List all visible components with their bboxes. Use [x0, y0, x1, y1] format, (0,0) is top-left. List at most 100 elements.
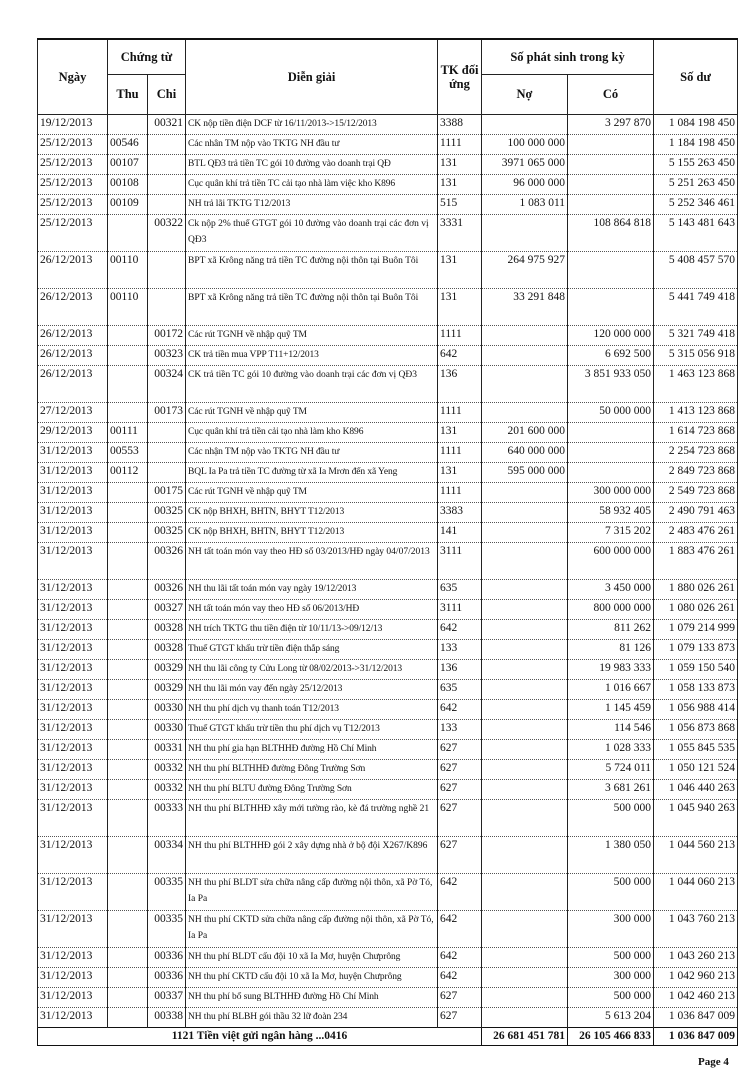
- credit-cell: 19 983 333: [567, 659, 655, 680]
- balance-cell: 1 084 198 450: [653, 114, 739, 135]
- table-row: 31/12/2013 00338 NH thu phí BLBH gói thầu …: [37, 1007, 739, 1028]
- debit-cell: 201 600 000: [481, 422, 569, 443]
- payment-voucher-cell: 00332: [146, 759, 187, 780]
- receipt-voucher-cell: [107, 325, 148, 346]
- date-cell: 27/12/2013: [37, 402, 108, 423]
- header-account: TK đối ứng: [437, 38, 483, 115]
- receipt-voucher-cell: [107, 947, 148, 968]
- credit-cell: 3 681 261: [567, 779, 655, 800]
- date-cell: 25/12/2013: [37, 174, 108, 195]
- credit-cell: [567, 154, 655, 175]
- balance-cell: 5 252 346 461: [653, 194, 739, 215]
- debit-cell: 3971 065 000: [481, 154, 569, 175]
- description-cell: NH thu phí BLTHHĐ đường Đông Trường Sơn: [185, 759, 439, 780]
- date-cell: 26/12/2013: [37, 345, 108, 366]
- date-cell: 31/12/2013: [37, 639, 108, 660]
- account-cell: 642: [437, 345, 483, 366]
- table-row: 31/12/2013 00333 NH thu phí BLTHHĐ xây mới…: [37, 799, 739, 837]
- balance-cell: 2 483 476 261: [653, 522, 739, 543]
- credit-cell: 3 851 933 050: [567, 365, 655, 403]
- receipt-voucher-cell: 00111: [107, 422, 148, 443]
- description-cell: NH trích TKTG thu tiền điện từ 10/11/13-…: [185, 619, 439, 640]
- credit-cell: 1 380 050: [567, 836, 655, 874]
- payment-voucher-cell: 00335: [146, 910, 187, 948]
- receipt-voucher-cell: [107, 214, 148, 252]
- date-cell: 26/12/2013: [37, 325, 108, 346]
- table-row: 25/12/2013 00109 NH trả lãi TKTG T12/2013 5…: [37, 194, 739, 215]
- account-cell: 3383: [437, 502, 483, 523]
- account-cell: 1111: [437, 402, 483, 423]
- balance-cell: 5 441 749 418: [653, 288, 739, 326]
- payment-voucher-cell: 00328: [146, 639, 187, 660]
- date-cell: 31/12/2013: [37, 442, 108, 463]
- description-cell: NH thu phí BLDT sửa chữa nâng cấp đường …: [185, 873, 439, 911]
- credit-cell: 108 864 818: [567, 214, 655, 252]
- credit-cell: 500 000: [567, 873, 655, 911]
- account-cell: 627: [437, 779, 483, 800]
- balance-cell: 1 044 060 213: [653, 873, 739, 911]
- date-cell: 31/12/2013: [37, 482, 108, 503]
- credit-cell: 300 000 000: [567, 482, 655, 503]
- balance-cell: 1 880 026 261: [653, 579, 739, 600]
- table-row: 31/12/2013 00327 NH tất toán món vay theo …: [37, 599, 739, 620]
- debit-cell: 264 975 927: [481, 251, 569, 289]
- description-cell: NH thu lãi công ty Cửu Long từ 08/02/201…: [185, 659, 439, 680]
- balance-cell: 1 059 150 540: [653, 659, 739, 680]
- account-cell: 3388: [437, 114, 483, 135]
- payment-voucher-cell: [146, 154, 187, 175]
- balance-cell: 1 079 133 873: [653, 639, 739, 660]
- debit-cell: [481, 325, 569, 346]
- header-receipt: Thu: [107, 74, 148, 115]
- balance-cell: 1 056 988 414: [653, 699, 739, 720]
- balance-cell: 1 042 960 213: [653, 967, 739, 988]
- table-row: 29/12/2013 00111 Cục quân khí trả tiền cải…: [37, 422, 739, 443]
- balance-cell: 5 155 263 450: [653, 154, 739, 175]
- description-cell: NH tất toán món vay theo HĐ số 06/2013/H…: [185, 599, 439, 620]
- table-row: 31/12/2013 00332 NH thu phí BLTHHĐ đường Đ…: [37, 759, 739, 780]
- receipt-voucher-cell: 00112: [107, 462, 148, 483]
- table-row: 31/12/2013 00335 NH thu phí BLDT sửa chữa …: [37, 873, 739, 911]
- receipt-voucher-cell: [107, 365, 148, 403]
- credit-cell: 58 932 405: [567, 502, 655, 523]
- balance-cell: 1 058 133 873: [653, 679, 739, 700]
- date-cell: 31/12/2013: [37, 522, 108, 543]
- payment-voucher-cell: 00337: [146, 987, 187, 1008]
- date-cell: 31/12/2013: [37, 779, 108, 800]
- header-payment: Chi: [146, 74, 187, 115]
- receipt-voucher-cell: [107, 502, 148, 523]
- balance-cell: 1 413 123 868: [653, 402, 739, 423]
- account-cell: 642: [437, 967, 483, 988]
- account-cell: 3111: [437, 599, 483, 620]
- balance-cell: 5 143 481 643: [653, 214, 739, 252]
- receipt-voucher-cell: [107, 967, 148, 988]
- description-cell: Ck nộp 2% thuế GTGT gói 10 đường vào doa…: [185, 214, 439, 252]
- balance-cell: 1 463 123 868: [653, 365, 739, 403]
- ledger-body: 19/12/2013 00321 CK nộp tiền điện DCF từ 1…: [37, 114, 739, 1028]
- receipt-voucher-cell: 00110: [107, 251, 148, 289]
- balance-cell: 5 408 457 570: [653, 251, 739, 289]
- table-row: 26/12/2013 00172 Các rút TGNH về nhập quỹ …: [37, 325, 739, 346]
- payment-voucher-cell: [146, 288, 187, 326]
- payment-voucher-cell: 00334: [146, 836, 187, 874]
- payment-voucher-cell: [146, 251, 187, 289]
- table-row: 31/12/2013 00175 Các rút TGNH về nhập quỹ …: [37, 482, 739, 503]
- balance-cell: 1 044 560 213: [653, 836, 739, 874]
- date-cell: 31/12/2013: [37, 910, 108, 948]
- debit-cell: [481, 799, 569, 837]
- credit-cell: 811 262: [567, 619, 655, 640]
- payment-voucher-cell: 00328: [146, 619, 187, 640]
- date-cell: 25/12/2013: [37, 214, 108, 252]
- table-row: 25/12/2013 00107 BTL QĐ3 trả tiền TC gói 1…: [37, 154, 739, 175]
- total-credit: 26 105 466 833: [567, 1027, 655, 1046]
- table-row: 25/12/2013 00322 Ck nộp 2% thuế GTGT gói 1…: [37, 214, 739, 252]
- date-cell: 31/12/2013: [37, 462, 108, 483]
- receipt-voucher-cell: [107, 873, 148, 911]
- table-row: 31/12/2013 00331 NH thu phí gia hạn BLTHHĐ…: [37, 739, 739, 760]
- account-cell: 3111: [437, 542, 483, 580]
- table-row: 31/12/2013 00326 NH tất toán món vay theo …: [37, 542, 739, 580]
- table-row: 31/12/2013 00553 Các nhận TM nộp vào TKTG …: [37, 442, 739, 463]
- header-date: Ngày: [37, 38, 108, 115]
- date-cell: 31/12/2013: [37, 719, 108, 740]
- credit-cell: 81 126: [567, 639, 655, 660]
- debit-cell: [481, 836, 569, 874]
